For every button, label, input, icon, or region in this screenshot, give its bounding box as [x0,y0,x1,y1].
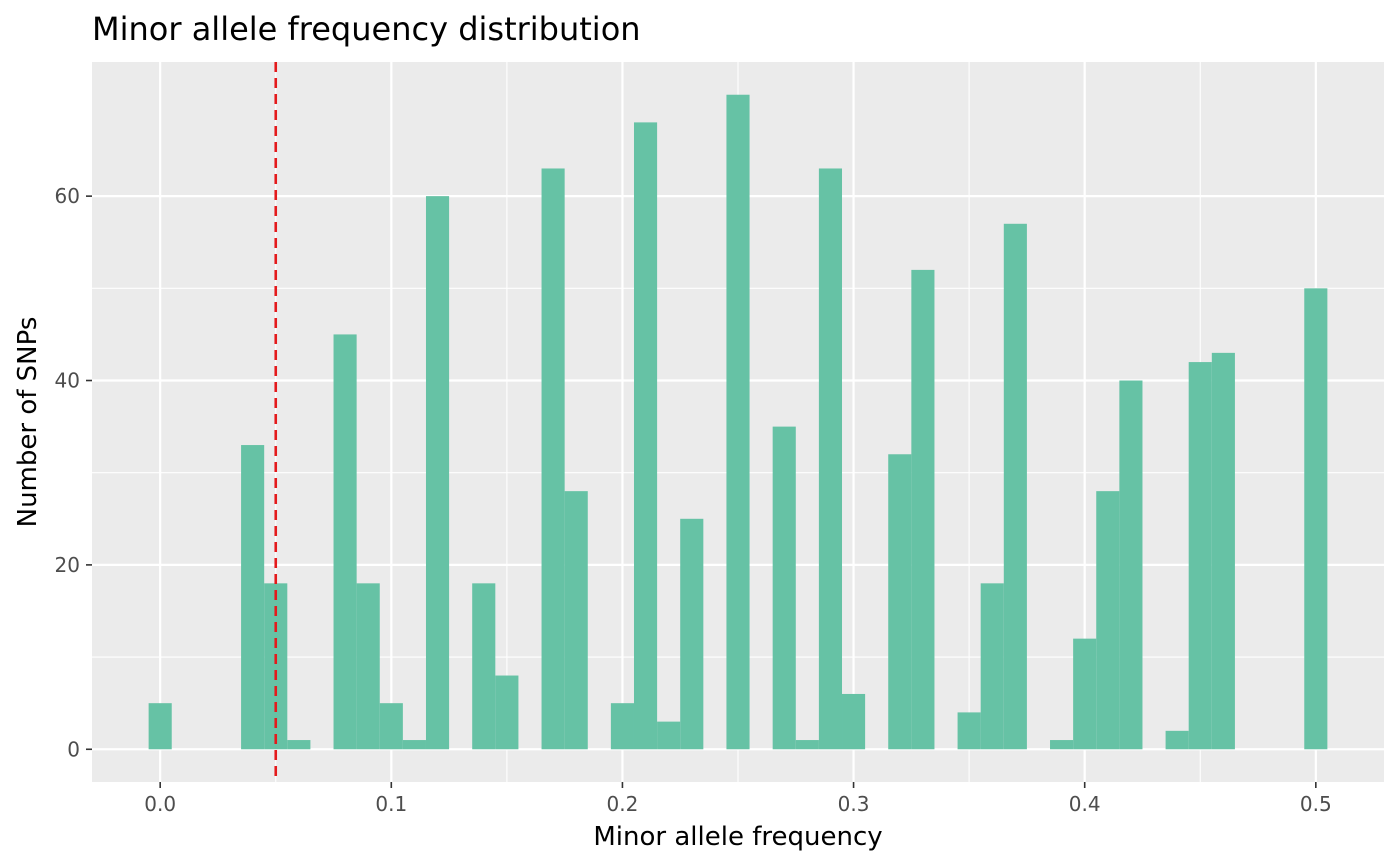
histogram-bar [1119,380,1143,750]
histogram-bar [842,693,866,750]
histogram-bar [610,703,634,750]
histogram-bar [1003,223,1027,750]
y-tick-label: 0 [67,737,80,761]
histogram-bar [657,721,681,750]
histogram-bar [241,445,265,750]
histogram-bar [1304,288,1328,750]
histogram-bar [333,334,357,750]
y-tick-label: 40 [55,369,80,393]
histogram-bar [726,94,750,750]
histogram-bar [472,583,496,750]
histogram-bar [1073,638,1097,750]
histogram-bar [495,675,519,750]
histogram-bar [287,740,311,750]
histogram-bar [680,518,704,750]
x-axis: 0.0 0.1 0.2 0.3 0.4 0.5 [144,782,1332,816]
histogram-bar [564,491,588,750]
histogram-bar [957,712,981,750]
histogram-bar [1211,352,1235,750]
histogram-bar [148,703,172,750]
histogram-bar [1096,491,1120,750]
histogram-bar [1188,362,1212,750]
x-tick-label: 0.3 [838,792,870,816]
histogram-bar [888,454,912,750]
histogram-bar [911,269,935,750]
histogram-bar [633,122,658,750]
y-axis-title: Number of SNPs [13,317,43,528]
x-tick-label: 0.2 [607,792,639,816]
x-tick-label: 0.0 [144,792,176,816]
x-axis-title: Minor allele frequency [593,822,882,852]
histogram-bar [425,196,450,750]
histogram-bar [772,426,796,750]
histogram-bar [541,168,565,750]
chart-title: Minor allele frequency distribution [92,10,641,48]
histogram-bar [1050,740,1074,750]
histogram-bar [818,168,843,750]
histogram-bar [980,583,1004,750]
histogram-bar [402,740,426,750]
x-tick-label: 0.4 [1069,792,1101,816]
x-tick-label: 0.5 [1300,792,1332,816]
histogram-bar [379,703,403,750]
histogram-bar [264,583,288,750]
y-tick-label: 20 [55,553,80,577]
y-axis: 0 20 40 60 [55,184,92,761]
y-tick-label: 60 [55,184,80,208]
histogram-bar [356,583,380,750]
histogram-bar [795,740,819,750]
histogram-bar [1165,730,1189,750]
bars-group [148,94,1328,750]
x-tick-label: 0.1 [375,792,407,816]
